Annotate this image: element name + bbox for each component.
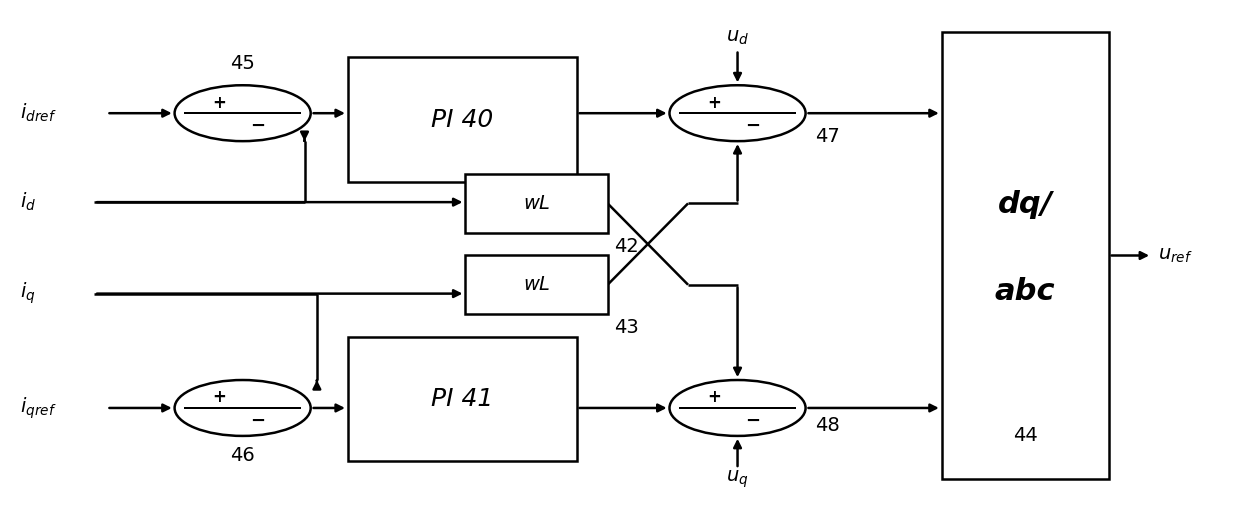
Text: +: +: [212, 388, 226, 406]
Bar: [465, 174, 608, 233]
Text: $i_{dref}$: $i_{dref}$: [20, 102, 57, 124]
Text: 46: 46: [231, 446, 255, 465]
Text: $i_{qref}$: $i_{qref}$: [20, 395, 57, 421]
Text: wL: wL: [523, 275, 549, 294]
Text: $i_q$: $i_q$: [20, 281, 36, 307]
Bar: [347, 57, 577, 182]
Text: wL: wL: [523, 194, 549, 213]
Text: $u_q$: $u_q$: [727, 469, 749, 491]
Text: 42: 42: [614, 237, 639, 256]
Text: −: −: [745, 411, 760, 430]
Text: −: −: [250, 117, 265, 135]
Text: PI 41: PI 41: [432, 387, 494, 411]
Text: 45: 45: [231, 54, 255, 73]
Text: abc: abc: [994, 276, 1055, 306]
Text: 48: 48: [816, 416, 841, 435]
Bar: [941, 32, 1109, 479]
Text: +: +: [707, 388, 720, 406]
Text: PI 40: PI 40: [432, 107, 494, 131]
Text: $i_d$: $i_d$: [20, 191, 36, 213]
Text: +: +: [707, 94, 720, 111]
Text: −: −: [745, 117, 760, 135]
Text: 43: 43: [614, 318, 639, 337]
Text: $u_{ref}$: $u_{ref}$: [1158, 246, 1193, 265]
Bar: [465, 256, 608, 314]
Bar: [347, 337, 577, 461]
Text: $u_d$: $u_d$: [725, 28, 749, 47]
Text: +: +: [212, 94, 226, 111]
Text: dq/: dq/: [998, 190, 1053, 219]
Text: 47: 47: [816, 127, 841, 146]
Text: −: −: [250, 411, 265, 430]
Text: 44: 44: [1013, 426, 1038, 446]
